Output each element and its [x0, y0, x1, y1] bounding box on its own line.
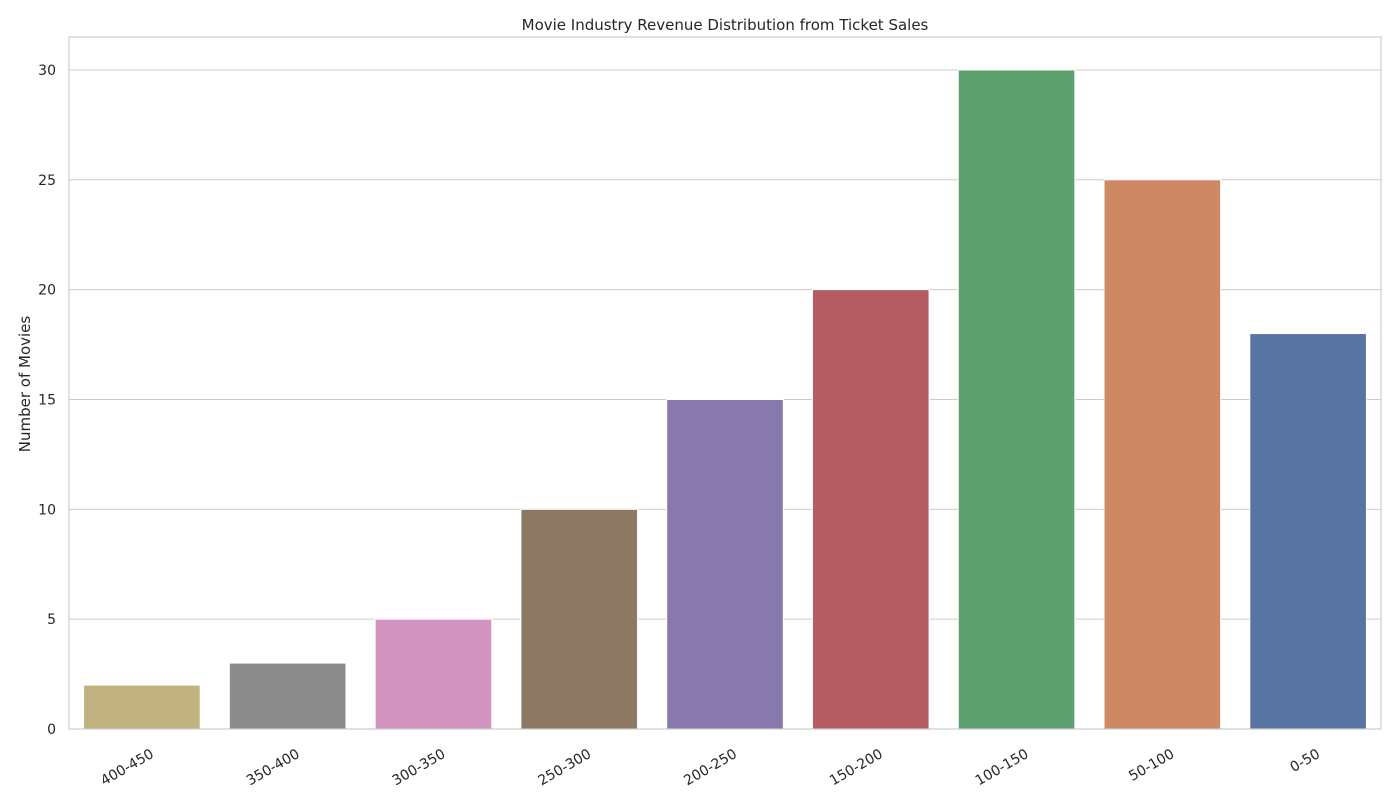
y-tick-label: 25	[38, 173, 56, 189]
x-tick-label: 200-250	[681, 746, 740, 789]
x-tick-label: 50-100	[1126, 746, 1177, 785]
chart-title: Movie Industry Revenue Distribution from…	[522, 16, 929, 34]
plot-frame	[68, 36, 1382, 730]
x-tick-label: 150-200	[827, 746, 886, 789]
y-tick-label: 30	[38, 63, 56, 79]
bar-400-450	[83, 684, 201, 730]
y-tick-label: 20	[38, 283, 56, 299]
y-tick-labels: 0 5 10 15 20 25 30	[38, 63, 56, 738]
bar-200-250	[666, 398, 784, 730]
bar-250-300	[520, 508, 639, 730]
bar-350-400	[228, 662, 347, 730]
x-tick-label: 250-300	[535, 746, 594, 789]
x-tick-label: 0-50	[1287, 746, 1323, 776]
bar-0-50	[1249, 333, 1367, 730]
bars	[83, 69, 1367, 730]
x-tick-label: 300-350	[390, 746, 449, 789]
x-tick-label: 400-450	[98, 746, 157, 789]
x-tick-label: 100-150	[973, 746, 1032, 789]
bar-50-100	[1103, 179, 1222, 730]
y-tick-label: 10	[38, 502, 56, 518]
bar-300-350	[374, 618, 493, 730]
y-axis-label: Number of Movies	[16, 316, 34, 453]
y-tick-label: 15	[38, 392, 56, 408]
y-tick-label: 5	[47, 612, 56, 628]
bar-150-200	[811, 289, 930, 730]
y-tick-label: 0	[47, 722, 56, 738]
x-tick-labels: 400-450 350-400 300-350 250-300 200-250 150-2…	[98, 746, 1323, 789]
x-tick-label: 350-400	[244, 746, 303, 789]
bar-100-150	[957, 69, 1076, 730]
